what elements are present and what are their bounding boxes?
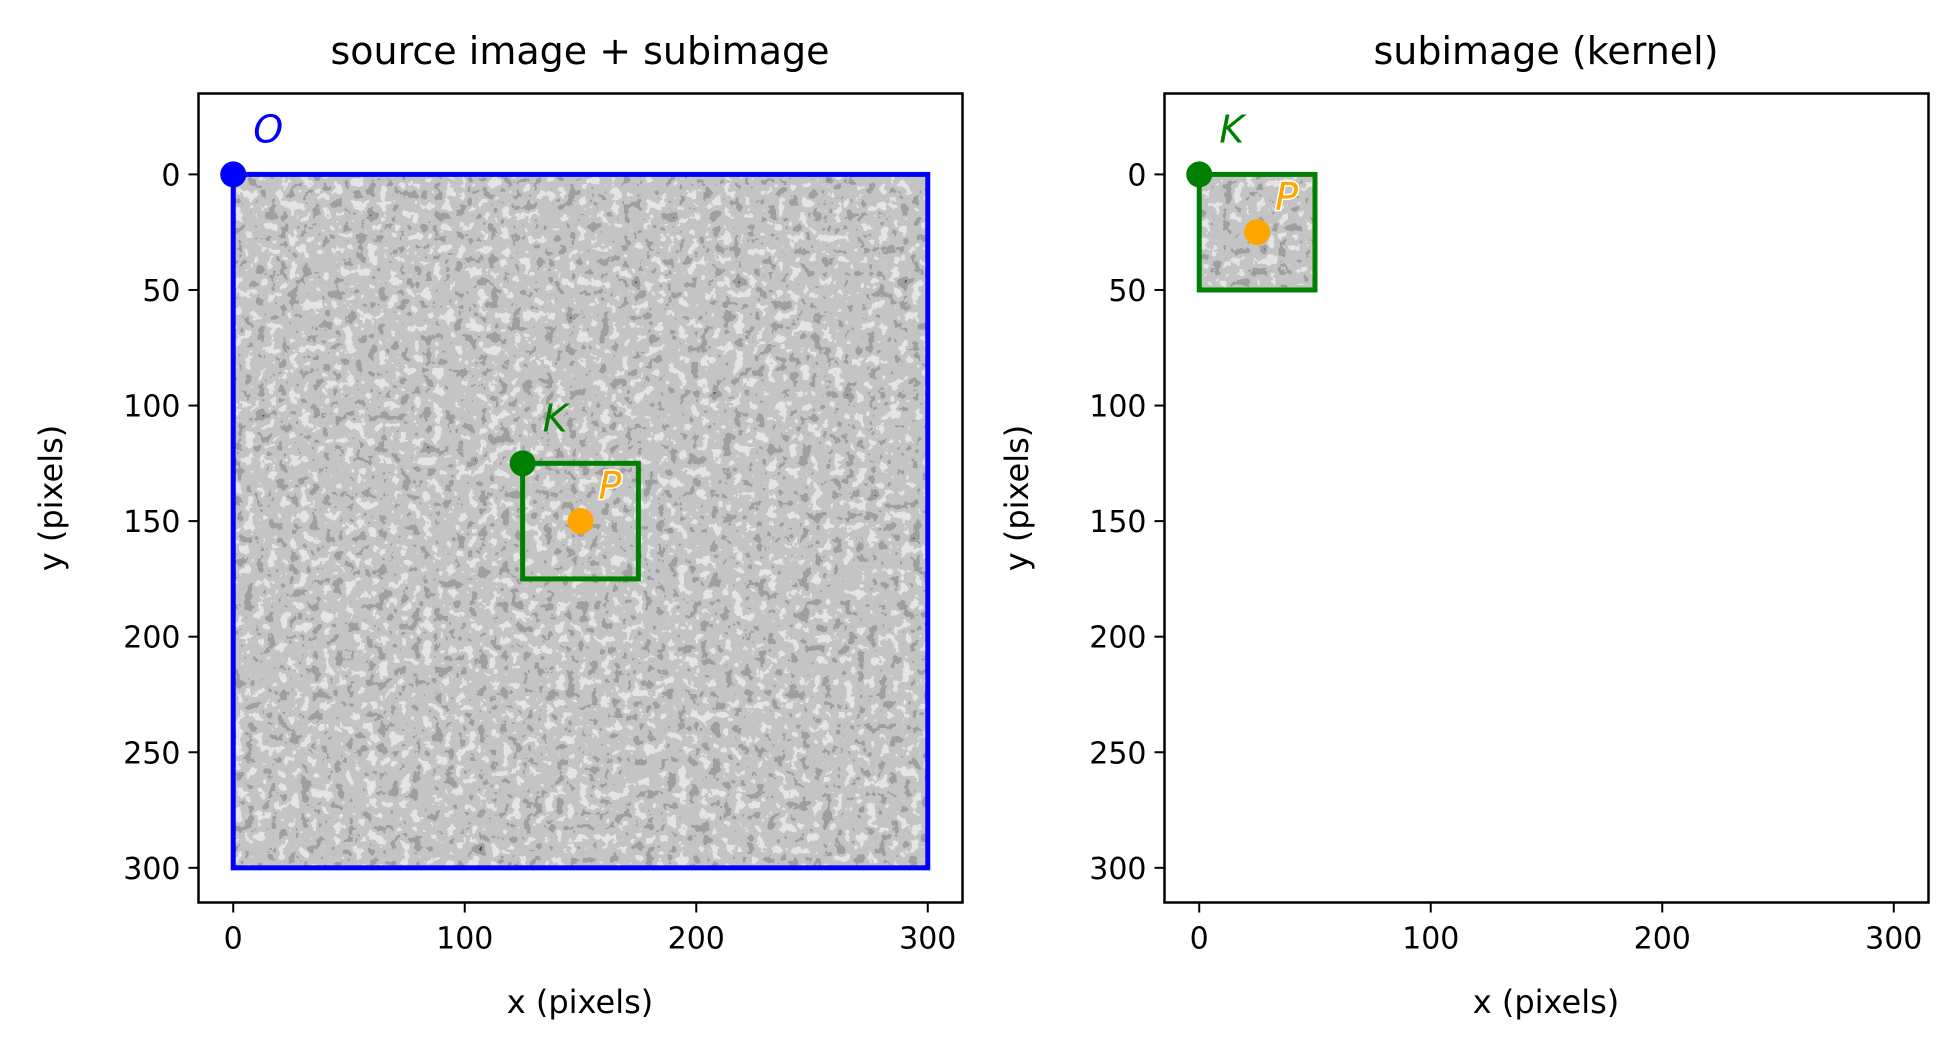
point-label-o: O [253, 107, 283, 151]
point-p [1244, 219, 1271, 246]
x-tick-label: 300 [899, 922, 956, 957]
axes-frame [1163, 92, 1930, 904]
point-k [1186, 161, 1213, 188]
axes-frame [197, 92, 964, 904]
y-tick-label: 150 [1089, 505, 1146, 540]
y-tick-label: 250 [123, 736, 180, 771]
kernel-outline [1196, 171, 1318, 293]
point-p [567, 508, 594, 535]
point-label-p: P [599, 464, 622, 508]
y-tick-label: 200 [1089, 621, 1146, 656]
y-tick-label: 300 [123, 852, 180, 887]
point-label-p: P [1275, 175, 1298, 219]
kernel-outline [520, 460, 641, 582]
source-image-outline [230, 171, 931, 871]
point-k [509, 450, 536, 477]
y-tick-label: 100 [123, 390, 180, 425]
x-tick-label: 200 [668, 922, 725, 957]
y-tick-label: 50 [142, 274, 180, 309]
y-tick-label: 150 [123, 505, 180, 540]
kernel-panel: subimage (kernel) KP 0 100 200 300 0 50 100 15… [998, 29, 1930, 1021]
y-axis-label: y (pixels) [32, 425, 70, 571]
x-tick-label: 300 [1865, 922, 1922, 957]
y-tick-label: 0 [161, 158, 180, 193]
y-tick-label: 50 [1108, 274, 1146, 309]
x-tick-label: 100 [436, 922, 493, 957]
y-tick-label: 300 [1089, 852, 1146, 887]
panel-title: source image + subimage [331, 29, 830, 73]
source-image-panel: source image + subimage O KP 0 100 200 300 0… [32, 29, 964, 1021]
x-tick-label: 0 [1190, 922, 1209, 957]
panel-title: subimage (kernel) [1373, 29, 1718, 73]
y-tick-label: 250 [1089, 736, 1146, 771]
x-tick-label: 0 [224, 922, 243, 957]
y-tick-label: 100 [1089, 390, 1146, 425]
y-tick-label: 200 [123, 621, 180, 656]
point-label-k: K [1219, 107, 1247, 151]
point-label-k: K [543, 396, 571, 440]
x-axis-label: x (pixels) [507, 983, 653, 1021]
y-tick-label: 0 [1127, 158, 1146, 193]
y-axis-label: y (pixels) [998, 425, 1036, 571]
x-tick-label: 200 [1634, 922, 1691, 957]
x-tick-label: 100 [1402, 922, 1459, 957]
x-axis-label: x (pixels) [1473, 983, 1619, 1021]
point-o [220, 161, 247, 188]
